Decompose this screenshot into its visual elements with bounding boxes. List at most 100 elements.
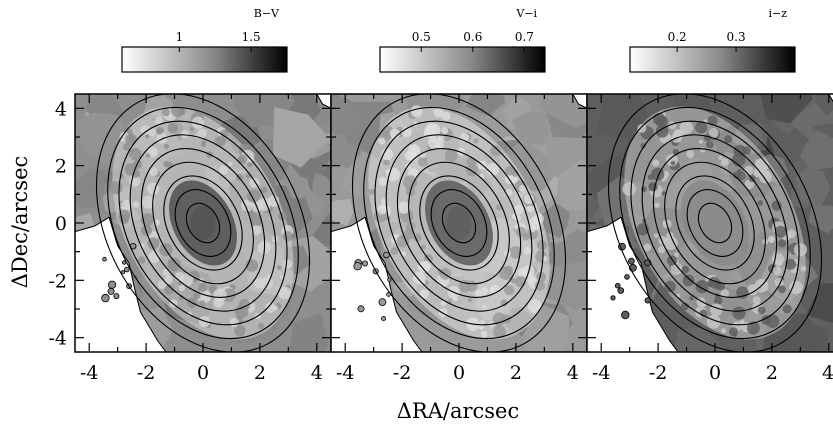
ring-speckle xyxy=(664,236,678,251)
ring-speckle xyxy=(654,233,659,239)
ring-speckle xyxy=(527,205,534,213)
mask-island xyxy=(108,280,117,289)
ring-speckle xyxy=(162,268,171,277)
panel-2: -4 -2 0 2 4 xyxy=(330,93,588,384)
ring-speckle xyxy=(768,236,775,243)
background-cell xyxy=(75,168,106,209)
ring-speckle xyxy=(509,174,518,184)
y-tick-label: 0 xyxy=(55,213,67,235)
ring-speckle xyxy=(757,306,766,315)
isophote-contour xyxy=(363,106,555,340)
ring-speckle xyxy=(164,284,175,295)
background-cell xyxy=(284,176,311,199)
ring-speckle xyxy=(145,134,150,139)
mask-island xyxy=(387,277,392,282)
ring-speckle xyxy=(752,296,761,305)
ring-speckle xyxy=(640,142,646,149)
ring-speckle xyxy=(510,278,517,284)
ring-speckle xyxy=(480,320,485,326)
ring-speckle xyxy=(140,125,150,135)
colorbar-tick-label: 0.3 xyxy=(727,30,746,44)
ring-speckle xyxy=(404,150,415,161)
ring-speckle xyxy=(793,243,808,257)
background-cell xyxy=(331,94,360,137)
ring-speckle xyxy=(482,304,487,310)
isophote-contour xyxy=(374,120,544,326)
ring-speckle xyxy=(652,159,660,167)
ring-speckle xyxy=(419,279,426,286)
x-tick-label: -4 xyxy=(80,362,99,384)
ring-speckle xyxy=(383,159,390,166)
ring-speckle xyxy=(504,285,515,296)
x-tick-label: 2 xyxy=(766,362,778,384)
isophote-contour xyxy=(351,94,567,352)
ring-speckle xyxy=(433,107,444,118)
ring-speckle xyxy=(438,308,448,317)
ring-speckle xyxy=(492,312,506,326)
ring-speckle xyxy=(193,291,201,300)
ring-speckle xyxy=(147,128,157,137)
ring-speckle xyxy=(534,280,546,291)
isophote-contour xyxy=(185,202,221,244)
ring-speckle xyxy=(398,201,410,214)
ring-speckle xyxy=(171,103,185,118)
ring-speckle xyxy=(622,182,636,196)
nucleus xyxy=(446,205,472,241)
ring-speckle xyxy=(277,265,282,270)
background-cell xyxy=(538,94,587,129)
mask-island xyxy=(113,293,120,300)
ring-speckle xyxy=(515,226,527,238)
y-tick-label: -2 xyxy=(48,270,67,292)
mask-island xyxy=(621,310,630,320)
ring-speckle xyxy=(458,279,472,293)
ring-speckle xyxy=(215,136,226,147)
ring-speckle xyxy=(489,287,495,293)
ring-speckle xyxy=(682,274,695,287)
ring-speckle xyxy=(282,231,293,242)
isophote-contour xyxy=(419,175,499,271)
background-cell xyxy=(75,134,102,180)
ring-speckle xyxy=(537,239,548,251)
ring-speckle xyxy=(201,140,207,145)
ring-speckle xyxy=(191,116,205,129)
ring-speckle xyxy=(278,211,288,221)
ring-speckle xyxy=(754,158,769,173)
ring-speckle xyxy=(128,134,134,141)
ring-speckle xyxy=(721,158,729,166)
ring-speckle xyxy=(247,162,253,168)
colorbars: 1 1.5 B−V 0.5 0.6 0.7 V−i 0.2 0.3 i−z xyxy=(121,7,796,73)
ring-speckle xyxy=(234,325,246,337)
ring-speckle xyxy=(420,244,426,250)
panel-image xyxy=(331,94,587,352)
ring-speckle xyxy=(707,282,713,288)
isophote-contour xyxy=(152,161,254,285)
background-cell xyxy=(312,173,331,201)
isophote-contour xyxy=(430,189,488,257)
ring-speckle xyxy=(368,188,375,195)
isophote-contour xyxy=(129,134,277,312)
axes-labels: ΔRA/arcsec ΔDec/arcsec xyxy=(8,156,519,423)
ring-speckle xyxy=(199,300,206,307)
mask-island xyxy=(644,297,651,304)
ring-speckle xyxy=(428,136,441,150)
ring-speckle xyxy=(787,229,796,239)
isophote-contour xyxy=(408,161,510,285)
mask-island xyxy=(107,287,115,295)
ring-speckle xyxy=(513,204,524,215)
ring-speckle xyxy=(261,186,268,194)
y-axis-label: ΔDec/arcsec xyxy=(8,156,32,289)
x-tick-label: 4 xyxy=(311,362,323,384)
ring-speckle xyxy=(643,243,652,252)
ring-speckle xyxy=(122,143,130,151)
ring-speckle xyxy=(378,137,386,145)
y-tick-label: 2 xyxy=(55,156,67,178)
panel-3: -4 -2 0 2 4 xyxy=(586,93,833,384)
ring-speckle xyxy=(271,236,279,243)
panel-1: -4 -2 0 2 4 -4 -2 0 2 4 xyxy=(48,93,332,384)
ring-speckle xyxy=(155,116,164,125)
ring-speckle xyxy=(245,173,251,179)
isophote-contour xyxy=(664,161,766,285)
ring-speckle xyxy=(467,297,473,303)
ring-speckle xyxy=(490,145,501,157)
background-cell xyxy=(795,167,831,208)
